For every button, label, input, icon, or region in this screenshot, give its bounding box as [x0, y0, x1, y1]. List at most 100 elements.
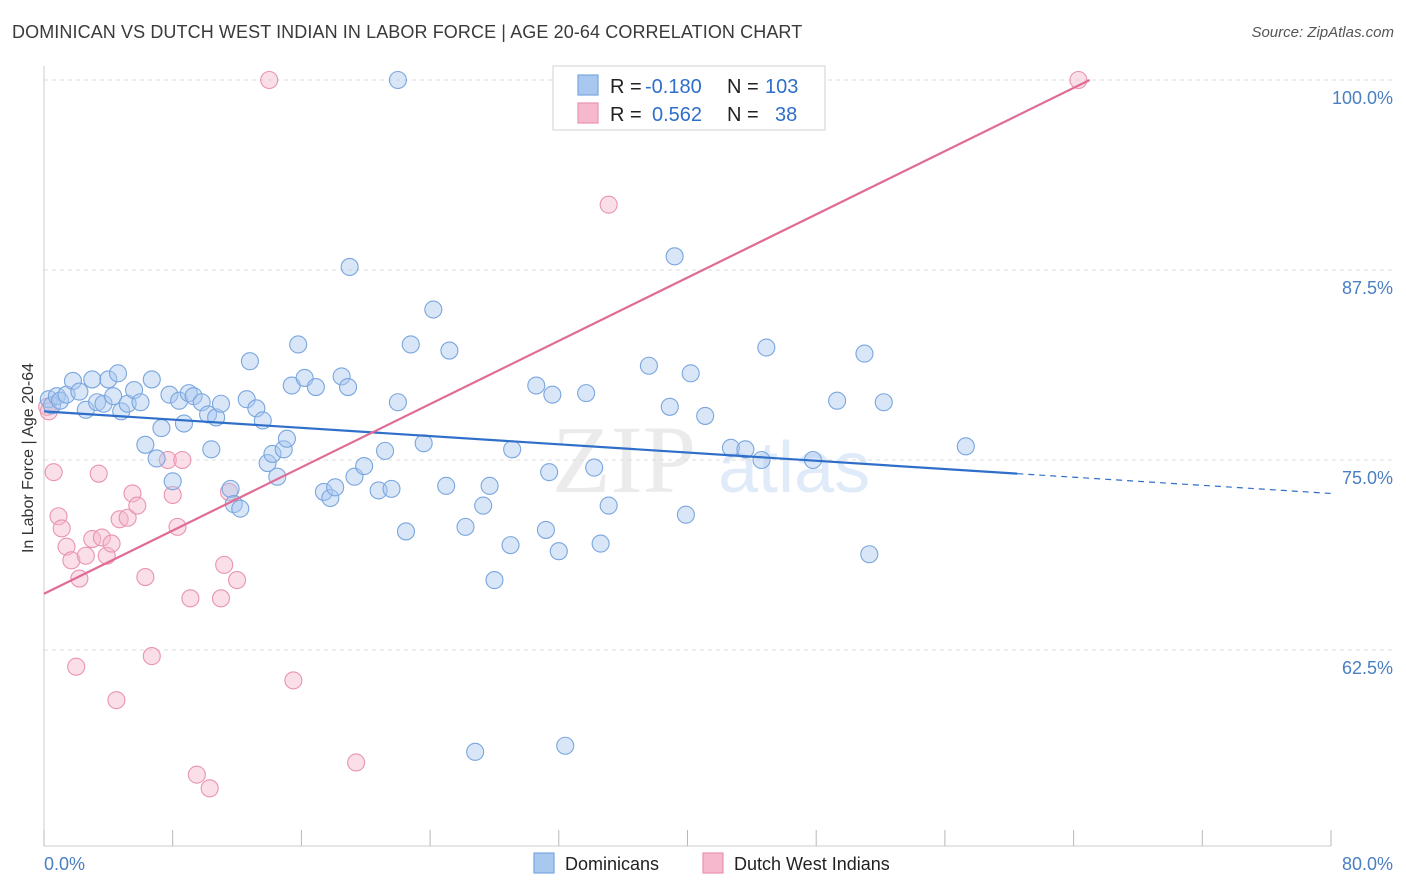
dutch-west-indians-point	[62, 551, 81, 570]
dominicans-point	[240, 352, 259, 371]
dominicans-point	[585, 458, 604, 477]
dominicans-point	[543, 385, 562, 404]
legend-r-label-1: R =	[610, 76, 642, 98]
dutch-west-indians-point	[168, 517, 187, 536]
dutch-west-indians-point	[163, 485, 182, 505]
dutch-west-indians-point	[187, 765, 206, 784]
dominicans-point	[160, 385, 179, 404]
dominicans-point	[599, 496, 618, 515]
dominicans-point	[388, 393, 407, 412]
y-axis-tick-labels: 100.0% 87.5% 75.0% 62.5%	[1332, 88, 1393, 678]
dutch-west-indians-point	[228, 571, 247, 590]
dutch-west-indians-point	[215, 555, 234, 574]
dominicans-point	[83, 370, 102, 389]
dominicans-point	[527, 376, 546, 395]
dutch-west-indians-point	[260, 70, 279, 90]
bottom-legend-dominicans: Dominicans	[565, 854, 659, 874]
series-legend: Dominicans Dutch West Indians	[533, 852, 890, 874]
dominicans-point	[339, 377, 358, 397]
legend-swatch-dutch-west-indians	[577, 102, 599, 124]
dominicans-points	[39, 70, 975, 761]
dutch-west-indians-point	[136, 567, 155, 587]
dominicans-point	[170, 391, 189, 410]
dominicans-point	[757, 338, 776, 357]
y-tick-label: 100.0%	[1332, 88, 1393, 108]
dominicans-point	[660, 397, 679, 416]
legend-n-label-2: N =	[727, 104, 759, 126]
dominicans-point	[321, 488, 340, 508]
dominicans-point	[440, 341, 459, 360]
dutch-west-indians-point	[107, 691, 126, 710]
dominicans-point	[956, 437, 975, 456]
y-tick-label: 62.5%	[1342, 658, 1393, 678]
dominicans-point	[501, 536, 520, 555]
dominicans-point	[70, 382, 89, 401]
bottom-legend-swatch-dutch-west-indians	[702, 852, 724, 874]
dominicans-point	[536, 520, 555, 539]
dominicans-point	[326, 478, 345, 497]
dutch-west-indians-point	[44, 463, 63, 482]
y-tick-label: 75.0%	[1342, 468, 1393, 488]
dutch-west-indians-point	[76, 546, 95, 565]
x-axis-ticks	[43, 830, 1332, 846]
dutch-west-indians-point	[284, 671, 303, 690]
dutch-west-indians-point	[92, 528, 111, 547]
x-tick-min: 0.0%	[44, 854, 85, 874]
legend-swatch-dominicans	[577, 74, 599, 96]
dominicans-point	[424, 300, 443, 319]
chart-source: Source: ZipAtlas.com	[1251, 24, 1394, 41]
dominicans-point	[152, 419, 171, 438]
dominicans-point	[131, 393, 150, 412]
dutch-west-indians-point	[89, 464, 108, 483]
dutch-west-indians-point	[67, 657, 86, 676]
legend-r-label-2: R =	[610, 104, 642, 126]
dominicans-point	[382, 479, 401, 498]
legend-r-value-1: -0.180	[645, 76, 702, 98]
dominicans-point	[376, 441, 395, 460]
dominicans-point	[88, 393, 107, 412]
dominicans-point	[63, 371, 83, 391]
dutch-west-indians-point	[347, 753, 366, 772]
dutch-west-indians-point	[128, 496, 147, 515]
legend-n-value-2: 38	[775, 104, 797, 126]
dutch-west-indians-point	[102, 534, 121, 553]
dominicans-point	[136, 435, 155, 454]
chart-title: DOMINICAN VS DUTCH WEST INDIAN IN LABOR …	[12, 22, 803, 42]
dominicans-point	[231, 499, 250, 518]
dominicans-point	[258, 453, 277, 473]
dominicans-point	[108, 364, 128, 383]
dominicans-point	[104, 387, 123, 406]
dominicans-trend-line	[43, 410, 1018, 475]
dominicans-point	[388, 70, 407, 90]
dominicans-point	[437, 476, 456, 495]
dominicans-point	[752, 450, 771, 470]
dominicans-point	[332, 367, 351, 386]
bottom-legend-swatch-dominicans	[533, 852, 555, 874]
legend-r-value-2: 0.562	[652, 104, 702, 126]
dominicans-point	[263, 444, 282, 463]
watermark-atlas: atlas	[718, 428, 870, 508]
dutch-west-indians-point	[211, 589, 231, 608]
dominicans-point	[874, 393, 893, 412]
dominicans-point	[474, 496, 493, 515]
dominicans-point	[174, 414, 194, 433]
dominicans-point	[681, 364, 700, 383]
dominicans-point	[179, 384, 198, 403]
bottom-legend-dutch-west-indians: Dutch West Indians	[734, 854, 890, 874]
dominicans-point	[221, 479, 240, 498]
stats-legend: R = -0.180 N = 103 R = 0.562 N = 38	[552, 65, 826, 131]
dominicans-point	[466, 742, 485, 761]
y-axis-label: In Labor Force | Age 20-64	[20, 363, 37, 553]
x-tick-max: 80.0%	[1342, 854, 1393, 874]
dutch-west-indians-point	[142, 647, 161, 666]
dutch-west-indians-point	[57, 537, 76, 556]
dutch-west-indians-point	[118, 508, 137, 527]
dominicans-point	[860, 545, 879, 564]
dominicans-point	[340, 257, 359, 277]
dominicans-point	[736, 440, 755, 459]
dominicans-trend-extension	[1017, 473, 1332, 495]
dominicans-point	[480, 476, 499, 495]
dutch-west-indians-point	[219, 482, 239, 501]
dominicans-point	[828, 391, 847, 410]
dominicans-point	[414, 434, 433, 453]
